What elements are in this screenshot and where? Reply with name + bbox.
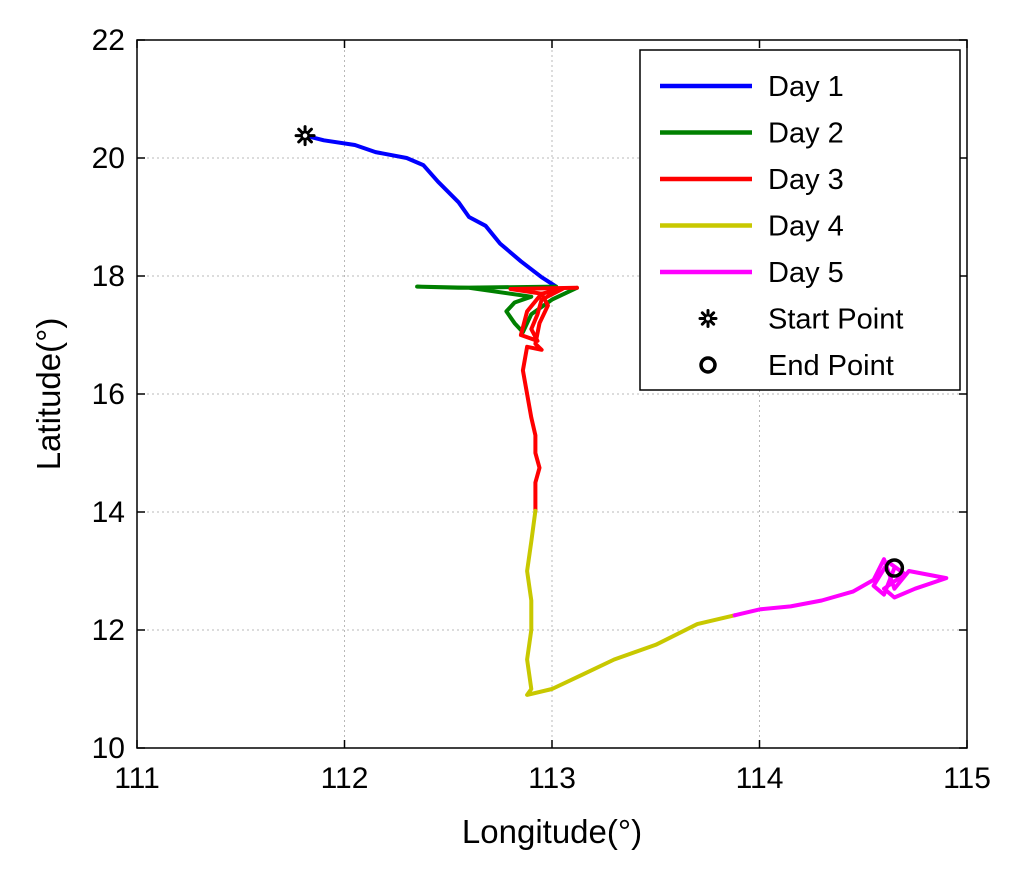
y-tick-label: 12 bbox=[92, 614, 125, 647]
legend-label-star: Start Point bbox=[768, 304, 903, 336]
axis-ticks: 111 112 113 114 115 10 12 14 16 18 20 22 bbox=[92, 24, 991, 795]
y-tick-label: 14 bbox=[92, 496, 125, 529]
x-tick-label: 114 bbox=[736, 762, 784, 795]
start-point-marker bbox=[294, 125, 316, 147]
x-tick-label: 111 bbox=[114, 762, 160, 795]
legend-label-day-1: Day 1 bbox=[768, 71, 844, 103]
x-tick-label: 115 bbox=[943, 762, 991, 795]
series-line-day-2 bbox=[415, 284, 579, 335]
legend-end-point-icon bbox=[699, 356, 717, 374]
legend-start-point-icon bbox=[698, 309, 718, 328]
y-tick-label: 16 bbox=[92, 378, 125, 411]
y-axis-title: Latitude(°) bbox=[30, 318, 67, 471]
legend-label-day-4: Day 4 bbox=[768, 211, 844, 243]
legend-box bbox=[639, 49, 961, 391]
y-tick-label: 18 bbox=[92, 260, 125, 293]
y-tick-label: 22 bbox=[92, 24, 125, 57]
x-axis-title: Longitude(°) bbox=[462, 813, 642, 850]
series-layer bbox=[303, 133, 949, 697]
legend-label-circle: End Point bbox=[768, 350, 894, 382]
marker-layer bbox=[294, 125, 905, 578]
series-line-day-5 bbox=[732, 557, 949, 618]
legend-label-day-5: Day 5 bbox=[768, 257, 844, 289]
legend: Day 1 Day 2 Day 3 Day 4 Day 5 Start Point End … bbox=[639, 49, 961, 391]
series-line-day-4 bbox=[525, 508, 737, 697]
end-point-marker bbox=[884, 558, 905, 578]
series-line-day-3 bbox=[508, 285, 579, 513]
legend-label-day-3: Day 3 bbox=[768, 164, 844, 196]
y-tick-label: 20 bbox=[92, 142, 125, 175]
x-tick-label: 113 bbox=[528, 762, 576, 795]
x-tick-label: 112 bbox=[321, 762, 369, 795]
series-line-day-1 bbox=[303, 133, 559, 289]
y-tick-label: 10 bbox=[92, 732, 125, 765]
legend-label-day-2: Day 2 bbox=[768, 118, 844, 150]
